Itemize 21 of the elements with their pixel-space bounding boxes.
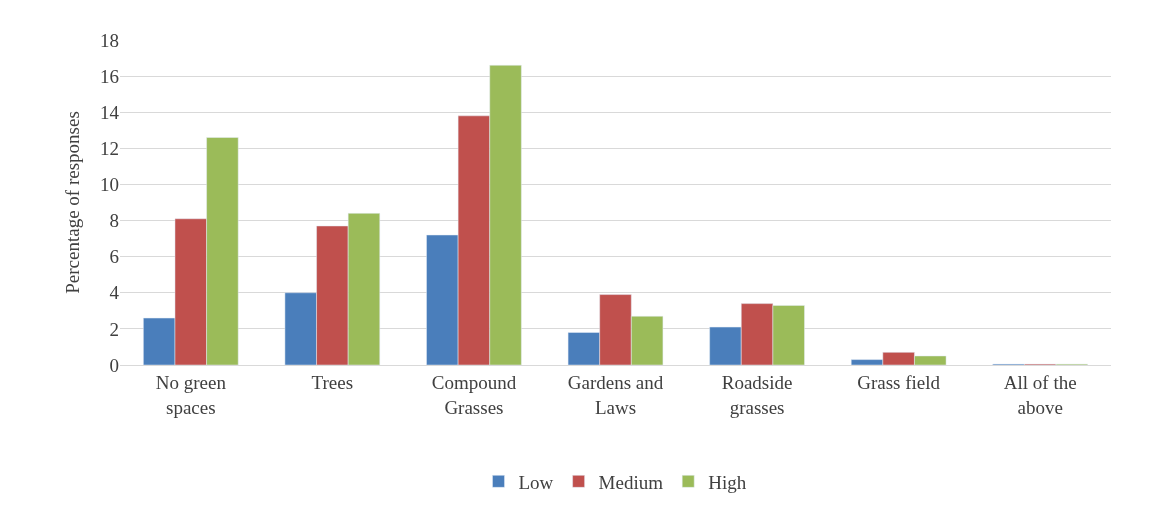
y-tick-label: 2 — [109, 318, 119, 340]
y-tick-label: 12 — [100, 137, 119, 159]
legend-label: Medium — [598, 471, 664, 493]
y-tick-label: 18 — [100, 29, 119, 51]
y-tick-label: 16 — [100, 65, 119, 87]
y-tick-label: 14 — [100, 101, 120, 123]
y-tick-label: 0 — [109, 354, 119, 376]
legend-label: Low — [518, 471, 554, 493]
x-tick-label: All of the above — [1003, 371, 1077, 418]
y-tick-label: 6 — [109, 246, 119, 268]
x-tick-label: No green spaces — [155, 371, 227, 418]
legend-label: High — [708, 471, 747, 493]
y-tick-label: 4 — [109, 282, 120, 304]
y-axis-title: Percentage of responses — [61, 111, 83, 294]
x-tick-label: Compound Grasses — [431, 371, 517, 418]
x-tick-label: Grass field — [857, 371, 941, 393]
y-tick-label: 10 — [100, 174, 119, 196]
x-tick-label: Roadside grasses — [721, 371, 793, 418]
x-tick-label: Gardens and Laws — [567, 371, 664, 418]
y-tick-label: 8 — [109, 210, 119, 232]
x-tick-label: Trees — [311, 371, 354, 393]
